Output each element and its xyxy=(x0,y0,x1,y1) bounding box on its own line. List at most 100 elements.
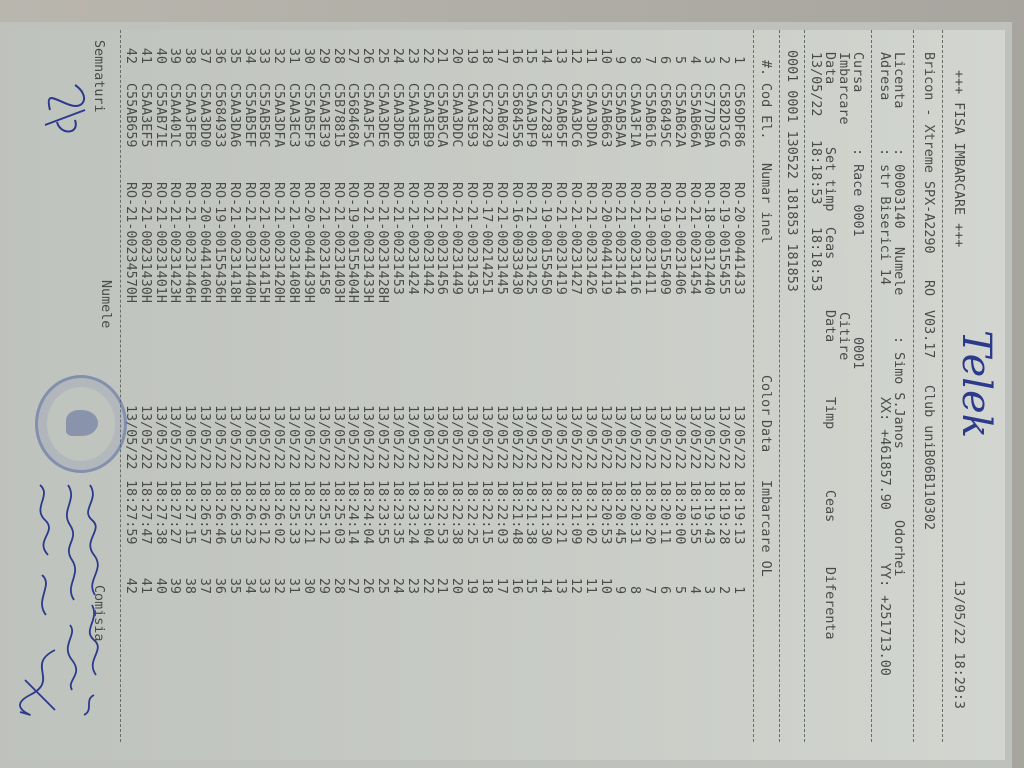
ol-number: 1 xyxy=(731,585,746,594)
boarding-date: 13/05/22 xyxy=(493,405,509,470)
row-index: 37 xyxy=(197,47,213,64)
boarding-time: 18:27:38 xyxy=(152,480,168,545)
ring-number: RO-21-00231427 xyxy=(567,182,583,295)
ring-number: RO-21-00231430H xyxy=(137,182,153,303)
boarding-date: 13/05/22 xyxy=(375,405,391,470)
ring-number: RO-21-00231420H xyxy=(271,182,287,303)
ol-number: 36 xyxy=(211,577,227,594)
electronic-code: C5AA3DFA xyxy=(271,83,287,148)
row-index: 13 xyxy=(553,47,569,64)
row-index: 17 xyxy=(493,47,509,64)
row-index: 39 xyxy=(167,47,183,64)
boarding-time: 18:20:00 xyxy=(671,480,687,545)
electronic-code: C55AB66A xyxy=(686,83,702,148)
ring-number: RO-21-00231424 xyxy=(404,182,420,295)
ring-number: RO-21-00231445 xyxy=(493,182,509,295)
boarding-time: 18:26:57 xyxy=(197,480,213,545)
boarding-time: 18:27:47 xyxy=(137,480,153,545)
boarding-time: 18:25:12 xyxy=(315,480,331,545)
divider xyxy=(779,30,780,742)
boarding-time: 18:25:33 xyxy=(286,480,302,545)
column-header-date: Data xyxy=(758,420,773,453)
boarding-date: 13/05/22 xyxy=(360,405,376,470)
ol-number: 16 xyxy=(508,577,524,594)
ol-number: 31 xyxy=(286,577,302,594)
boarding-date: 13/05/22 xyxy=(137,405,153,470)
boarding-time: 18:23:35 xyxy=(389,480,405,545)
ring-number: RO-19-00155450 xyxy=(538,182,554,295)
boarding-time: 18:19:55 xyxy=(686,480,702,545)
electronic-code: C5AA3DDA xyxy=(582,83,598,148)
ring-number: RO-21-00231442 xyxy=(419,182,435,295)
citire-data-label: Data xyxy=(822,310,837,343)
electronic-code: C569DF86 xyxy=(731,83,746,148)
commission-signatures xyxy=(19,484,99,716)
row-index: 21 xyxy=(434,47,450,64)
ol-number: 9 xyxy=(612,585,628,594)
electronic-code: C5AA3EB9 xyxy=(419,83,435,148)
electronic-code: C5AA3DA6 xyxy=(226,83,242,148)
ring-number: RO-21-00231454 xyxy=(686,182,702,295)
ring-number: RO-20-00441439H xyxy=(300,182,316,303)
boarding-date: 13/05/22 xyxy=(197,405,213,470)
row-index: 20 xyxy=(449,47,465,64)
handwritten-note: Telek xyxy=(953,330,999,438)
ring-number: RO-21-00231446H xyxy=(182,182,198,303)
electronic-code: C55AB5BC xyxy=(256,83,272,148)
electronic-code: C5684933 xyxy=(211,83,227,148)
boarding-date: 13/05/22 xyxy=(597,405,613,470)
ring-number: RO-16-00333430 xyxy=(508,182,524,295)
electronic-code: C55AB71E xyxy=(152,83,168,148)
ring-number: RO-19-00155404H xyxy=(345,182,361,303)
ol-number: 11 xyxy=(582,577,598,594)
ring-number: RO-20-00441433 xyxy=(731,182,746,295)
ceas-label: Ceas xyxy=(822,227,837,260)
row-index: 14 xyxy=(538,47,554,64)
boarding-date: 13/05/22 xyxy=(612,405,628,470)
electronic-code: C5AA3EB5 xyxy=(404,83,420,148)
ring-number: RO-21-00231426 xyxy=(582,182,598,295)
electronic-code: C5684556 xyxy=(508,83,524,148)
set-timp-value: 18:18:53 xyxy=(808,140,823,205)
electronic-code: C5B78815 xyxy=(330,83,346,148)
row-index: 19 xyxy=(464,47,480,64)
boarding-time: 18:26:02 xyxy=(271,480,287,545)
boarding-time: 18:25:03 xyxy=(330,480,346,545)
row-index: 31 xyxy=(286,47,302,64)
boarding-time: 18:22:25 xyxy=(464,480,480,545)
boarding-date: 13/05/22 xyxy=(256,405,272,470)
boarding-time: 18:22:38 xyxy=(449,480,465,545)
boarding-time: 18:27:27 xyxy=(167,480,183,545)
ring-number: RO-20-00441406H xyxy=(197,182,213,303)
ring-number: RO-21-00231411 xyxy=(642,182,658,295)
ol-number: 23 xyxy=(404,577,420,594)
electronic-code: C568468A xyxy=(345,83,361,148)
row-index: 30 xyxy=(300,47,316,64)
boarding-time: 18:26:35 xyxy=(226,480,242,545)
ring-number: RO-21-00231408H xyxy=(286,182,302,303)
electronic-code: C5AA3DF9 xyxy=(523,83,539,148)
boarding-date: 13/05/22 xyxy=(701,405,717,470)
ring-number: RO-21-00231401H xyxy=(152,182,168,303)
boarding-date: 13/05/22 xyxy=(152,405,168,470)
boarding-date: 13/05/22 xyxy=(582,405,598,470)
boarding-time: 18:27:59 xyxy=(122,480,138,545)
ol-number: 8 xyxy=(627,585,643,594)
licenta-value: : 00003140 xyxy=(891,148,906,229)
electronic-code: C5AA3DC6 xyxy=(567,83,583,148)
column-header-boarding-ol: Imbarcare OL xyxy=(758,480,773,577)
boarding-date: 13/05/22 xyxy=(553,405,569,470)
diferenta-label: Diferenta xyxy=(822,567,837,640)
boarding-date: 13/05/22 xyxy=(271,405,287,470)
ol-number: 38 xyxy=(182,577,198,594)
row-index: 33 xyxy=(256,47,272,64)
boarding-time: 18:20:20 xyxy=(642,480,658,545)
ol-number: 19 xyxy=(464,577,480,594)
boarding-date: 13/05/22 xyxy=(315,405,331,470)
boarding-time: 18:21:09 xyxy=(567,480,583,545)
row-index: 34 xyxy=(241,47,257,64)
electronic-code: C55AB5CA xyxy=(434,83,450,148)
imbarcare-label: Imbarcare xyxy=(836,52,851,125)
divider xyxy=(753,30,754,742)
row-index: 3 xyxy=(701,55,717,64)
